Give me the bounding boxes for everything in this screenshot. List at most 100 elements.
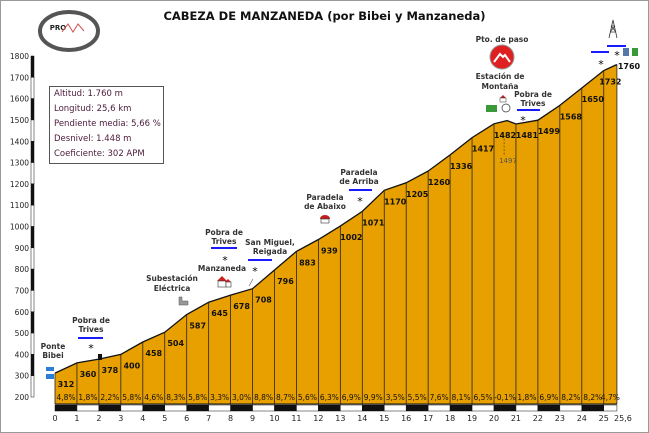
y-tick-label: 1200 xyxy=(10,180,29,189)
svg-text:de Arriba: de Arriba xyxy=(339,177,378,186)
peak-1497-marker: 1497 xyxy=(499,138,517,165)
x-tick-label: 3 xyxy=(118,414,123,423)
x-tick-label: 4 xyxy=(140,414,145,423)
altitude-label: 645 xyxy=(211,309,228,318)
gradient-label: 6,9% xyxy=(539,393,558,402)
y-axis: 1800 1700 1600 1500 1400 1300 1200 1100 1000 900 8… xyxy=(10,52,35,402)
waypoint-estacion-de-montana: Estación de Montaña xyxy=(476,72,525,113)
altitude-label: 1482 xyxy=(494,131,516,140)
km-scale-segment xyxy=(559,404,583,412)
x-tick-label: 10 xyxy=(269,414,279,423)
km-scale-segment xyxy=(230,404,253,412)
x-tick-label: 9 xyxy=(250,414,255,423)
altitude-label: 883 xyxy=(299,258,316,267)
km-scale-segment xyxy=(76,404,100,412)
mountain-pass-icon xyxy=(489,44,515,70)
y-axis-segment xyxy=(30,375,35,398)
gradient-label: 8,1% xyxy=(452,393,471,402)
sports-field-icon xyxy=(486,105,497,112)
bridge-icon xyxy=(46,367,54,379)
svg-text:de Abaixo: de Abaixo xyxy=(304,202,346,211)
km-scale-segment xyxy=(471,404,495,412)
km-scale-segment xyxy=(515,404,539,412)
profile-fill xyxy=(55,64,617,404)
svg-text:Pobra de: Pobra de xyxy=(514,90,552,99)
x-tick-label: 14 xyxy=(357,414,367,423)
gradient-label: 6,9% xyxy=(342,393,361,402)
svg-text:Trives: Trives xyxy=(78,325,104,334)
junction-star-icon: * xyxy=(520,114,526,127)
svg-text:Trives: Trives xyxy=(211,237,237,246)
svg-text:Bibei: Bibei xyxy=(42,351,63,360)
junction-star-icon: * xyxy=(614,49,620,62)
svg-text:1760: 1760 xyxy=(618,62,641,71)
km-scale-segment xyxy=(98,404,122,412)
waypoint-pto-de-paso: Pto. de paso xyxy=(476,35,528,70)
info-pendiente: Pendiente media: 5,66 % xyxy=(54,119,161,129)
altitude-label: 360 xyxy=(80,370,97,379)
gradient-label: 3,3% xyxy=(210,393,229,402)
x-tick-label: 21 xyxy=(511,414,521,423)
altitude-label: 504 xyxy=(167,339,184,348)
y-tick-label: 600 xyxy=(15,308,30,317)
x-tick-label: 25 xyxy=(599,414,609,423)
y-axis-segment xyxy=(30,226,35,249)
x-tick-label: 25,6 xyxy=(614,414,632,423)
y-tick-label: 400 xyxy=(15,350,30,359)
waypoint-paradela-de-abaixo: Paradela de Abaixo xyxy=(304,193,346,224)
y-tick-label: 1500 xyxy=(10,116,29,125)
svg-text:Eléctrica: Eléctrica xyxy=(154,284,191,293)
gradient-label: 8,3% xyxy=(166,393,185,402)
junction-star-icon: * xyxy=(598,58,604,71)
gradient-label: 6,3% xyxy=(320,393,339,402)
ski-icon xyxy=(501,103,511,113)
y-tick-label: 700 xyxy=(15,286,30,295)
junction-star-icon: * xyxy=(222,254,228,267)
y-tick-label: 200 xyxy=(15,393,30,402)
y-axis-segment xyxy=(30,162,35,185)
gradient-label: 9,9% xyxy=(364,393,383,402)
km-scale-segment xyxy=(274,404,297,412)
info-longitud: Longitud: 25,6 km xyxy=(54,104,132,114)
km-scale-segment xyxy=(427,404,451,412)
gradient-label: -0,1% xyxy=(494,393,516,402)
altitude-label: 458 xyxy=(145,349,162,358)
svg-text:Manzaneda: Manzaneda xyxy=(198,264,246,273)
profile-area: 312 4,8% 360 1,8% 378 2,2% 400 5,8% 458 4,6% 504 8,… xyxy=(54,63,621,404)
profile-line xyxy=(54,63,618,374)
factory-icon xyxy=(178,296,189,306)
gradient-label: 4,7% xyxy=(601,393,620,402)
waypoint-subestacion: Subestación Eléctrica xyxy=(146,274,198,306)
altitude-label: 708 xyxy=(255,296,272,305)
y-axis-segment xyxy=(30,204,35,227)
y-tick-label: 800 xyxy=(15,265,30,274)
y-axis-segment xyxy=(30,55,35,78)
waypoint-san-miguel-reigada: San Miguel, Reigada * xyxy=(245,238,295,287)
y-tick-label: 500 xyxy=(15,329,30,338)
x-tick-label: 15 xyxy=(379,414,389,423)
y-axis-segment xyxy=(30,183,35,206)
x-tick-label: 11 xyxy=(291,414,301,423)
svg-text:Reigada: Reigada xyxy=(253,247,287,256)
waypoint-pobra-de-trives-1: Pobra de Trives * xyxy=(72,316,110,360)
gradient-label: 1,8% xyxy=(517,393,536,402)
x-tick-label: 17 xyxy=(423,414,433,423)
km-scale-segment xyxy=(603,404,618,412)
waypoint-paradela-de-arriba: Paradela de Arriba * xyxy=(339,168,378,208)
summit-markers: * * 1760 xyxy=(591,19,641,71)
km-scale-segment xyxy=(120,404,144,412)
x-axis: 0 1 2 3 4 5 6 7 8 9 10 11 12 13 14 15 16 17 18 19 20 21 22 23 24… xyxy=(52,403,632,423)
altitude-label: 400 xyxy=(123,361,140,370)
svg-text:Estación de: Estación de xyxy=(476,72,525,81)
y-axis-segment xyxy=(30,141,35,163)
gradient-label: 5,6% xyxy=(298,393,317,402)
altitude-label: 1071 xyxy=(362,218,385,227)
km-scale-segment xyxy=(493,404,517,412)
y-axis-segment xyxy=(30,268,35,291)
gradient-label: 5,8% xyxy=(122,393,141,402)
info-desnivel: Desnivel: 1.448 m xyxy=(54,134,132,144)
y-axis-segment xyxy=(30,332,35,355)
altitude-label: 1650 xyxy=(582,95,605,104)
route-info-box: Altitud: 1.760 m Longitud: 25,6 km Pendi… xyxy=(49,86,164,164)
y-tick-label: 1100 xyxy=(10,201,29,210)
